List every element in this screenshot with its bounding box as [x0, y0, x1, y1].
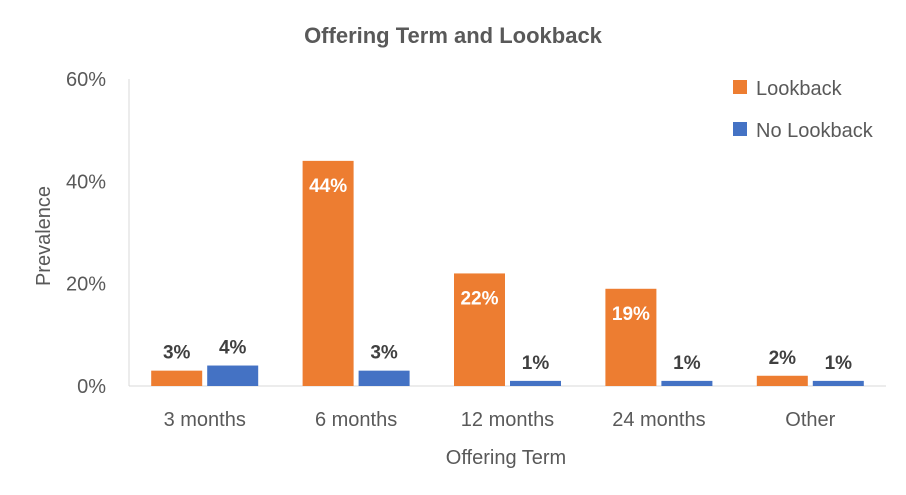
data-labels: 3% 4% 44% 3% 22% 1% 19% 1% 2% 1%	[163, 176, 852, 374]
data-label: 3%	[163, 343, 191, 364]
data-label: 2%	[769, 348, 797, 369]
legend: Lookback No Lookback	[733, 78, 874, 142]
x-tick-label: 12 months	[461, 409, 554, 431]
bar-lookback	[756, 375, 808, 386]
x-tick-labels: 3 months 6 months 12 months 24 months Other	[164, 409, 836, 431]
bars	[151, 160, 864, 386]
legend-swatch-lookback	[733, 80, 747, 94]
legend-label: Lookback	[756, 78, 843, 100]
y-axis-title: Prevalence	[33, 186, 55, 286]
data-label: 44%	[309, 176, 347, 197]
bar-no-lookback	[358, 370, 410, 386]
legend-label: No Lookback	[756, 120, 874, 142]
chart-title: Offering Term and Lookback	[304, 23, 603, 48]
data-label: 1%	[673, 353, 701, 374]
x-tick-label: 6 months	[315, 409, 397, 431]
data-label: 22%	[460, 288, 498, 309]
y-tick-labels: 0% 20% 40% 60%	[66, 69, 106, 398]
x-axis-title: Offering Term	[446, 447, 566, 469]
bar-lookback	[454, 273, 505, 386]
x-tick-label: 24 months	[612, 409, 705, 431]
data-label: 19%	[612, 304, 650, 325]
data-label: 1%	[522, 353, 550, 374]
legend-swatch-no-lookback	[733, 122, 747, 136]
bar-lookback	[302, 160, 354, 386]
bar-lookback	[151, 370, 203, 386]
y-tick-label: 60%	[66, 69, 106, 91]
y-tick-label: 0%	[77, 376, 106, 398]
y-tick-label: 20%	[66, 274, 106, 296]
bar-no-lookback	[510, 380, 561, 386]
bar-no-lookback	[661, 380, 713, 386]
y-tick-label: 40%	[66, 171, 106, 193]
data-label: 1%	[825, 353, 853, 374]
data-label: 4%	[219, 338, 247, 359]
bar-no-lookback	[207, 365, 259, 386]
bar-no-lookback	[812, 380, 864, 386]
x-tick-label: Other	[785, 409, 835, 431]
data-label: 3%	[370, 343, 398, 364]
bar-lookback	[605, 288, 657, 386]
x-tick-label: 3 months	[164, 409, 246, 431]
